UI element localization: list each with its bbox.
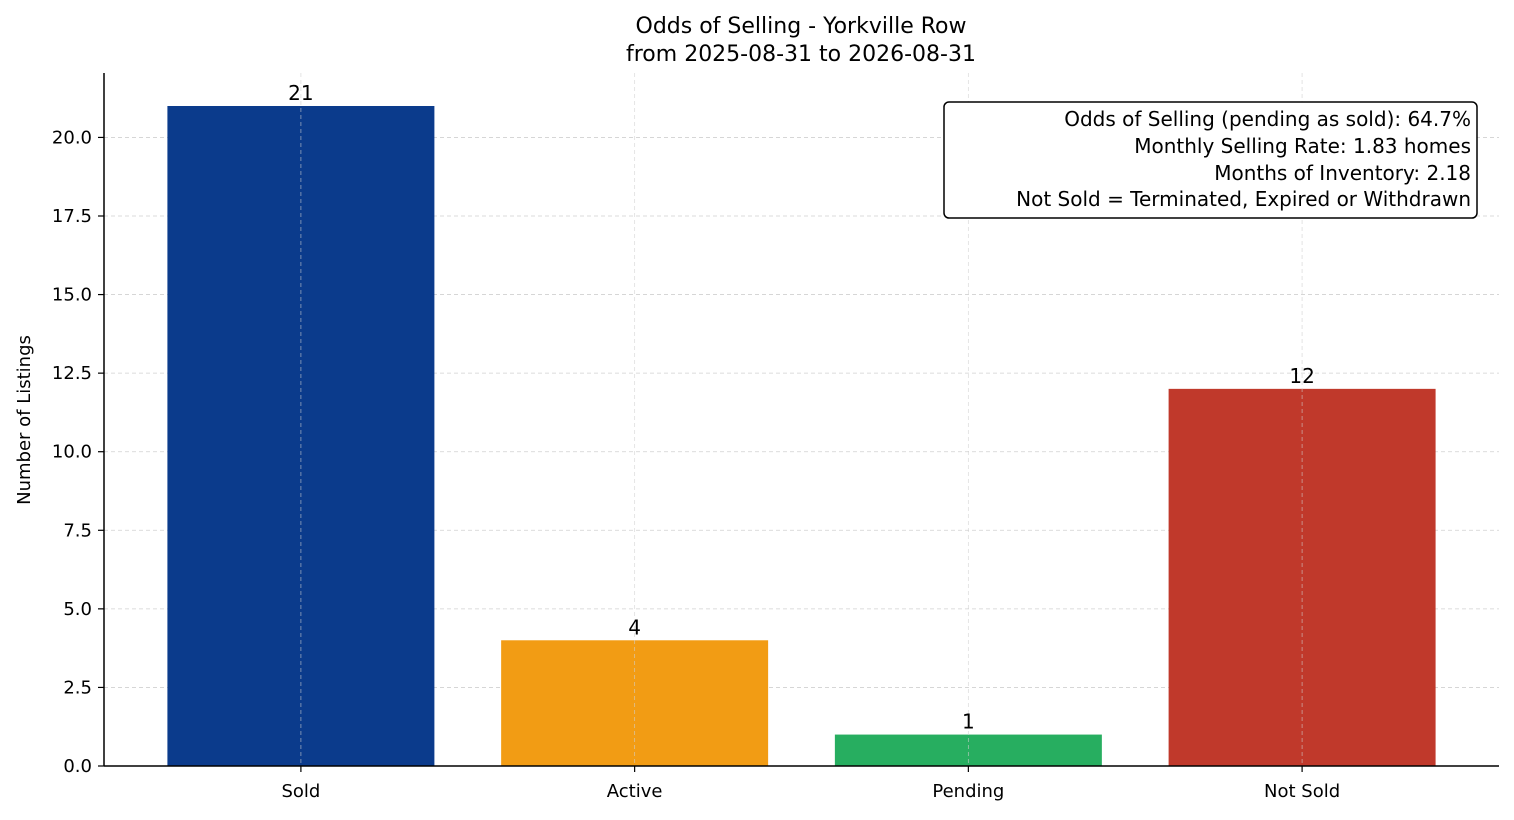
axes <box>103 73 1499 767</box>
value-label: 21 <box>288 81 313 105</box>
y-tick-label: 10.0 <box>52 442 92 463</box>
x-tick-label: Not Sold <box>1264 781 1340 802</box>
y-axis-ticks: 0.0 2.5 5.0 7.5 10.0 12.5 15.0 17.5 20.0 <box>52 127 104 777</box>
bar-sold <box>167 106 435 766</box>
y-tick-label: 5.0 <box>63 599 92 620</box>
value-label: 4 <box>628 615 641 639</box>
info-line-rate: Monthly Selling Rate: 1.83 homes <box>1134 134 1471 158</box>
y-tick-label: 20.0 <box>52 127 92 148</box>
y-tick-label: 12.5 <box>52 363 92 384</box>
y-tick-label: 7.5 <box>63 520 92 541</box>
chart-title: Odds of Selling - Yorkville Row <box>636 14 967 39</box>
info-line-definition: Not Sold = Terminated, Expired or Withdr… <box>1016 187 1471 211</box>
value-labels: 21 4 1 12 <box>288 81 1315 734</box>
info-box: Odds of Selling (pending as sold): 64.7%… <box>943 101 1478 219</box>
value-label: 12 <box>1289 364 1314 388</box>
y-axis-label: Number of Listings <box>14 335 35 505</box>
y-tick-label: 2.5 <box>63 677 92 698</box>
y-tick-label: 17.5 <box>52 206 92 227</box>
chart-subtitle: from 2025-08-31 to 2026-08-31 <box>626 42 976 67</box>
info-box-frame <box>943 101 1478 219</box>
x-tick-label: Pending <box>932 781 1004 802</box>
y-tick-label: 0.0 <box>63 756 92 777</box>
info-line-inventory: Months of Inventory: 2.18 <box>1214 161 1471 185</box>
y-tick-label: 15.0 <box>52 285 92 306</box>
value-label: 1 <box>962 710 975 734</box>
info-line-odds: Odds of Selling (pending as sold): 64.7% <box>1064 107 1471 131</box>
x-tick-label: Sold <box>281 781 320 802</box>
x-tick-label: Active <box>607 781 663 802</box>
x-axis-ticks: Sold Active Pending Not Sold <box>281 766 1340 802</box>
